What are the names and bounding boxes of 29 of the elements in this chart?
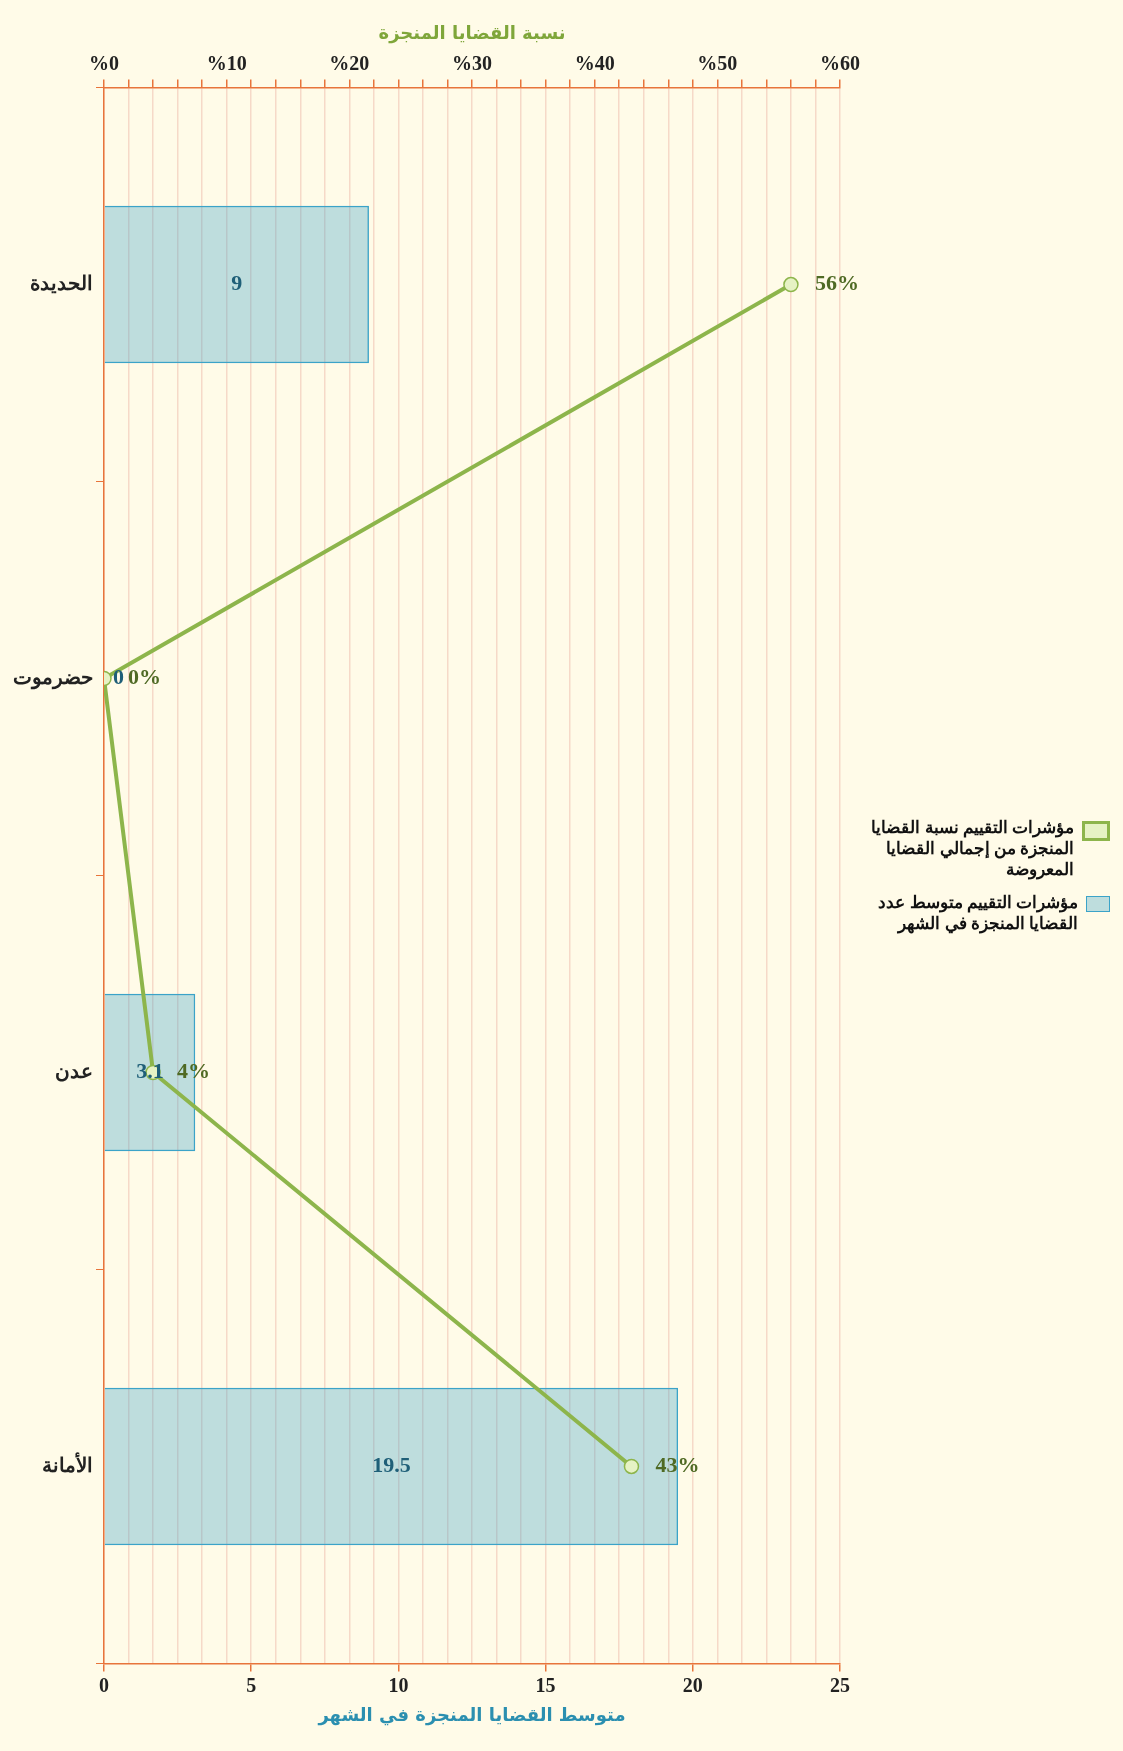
data-label: 0% <box>128 664 161 690</box>
x2-tick-label: %50 <box>697 51 738 74</box>
x-axis-title: متوسط القضايا المنجزة في الشهر <box>317 1703 626 1726</box>
y-tick-label: حضرموت <box>13 665 93 690</box>
x2-axis-title: نسبة القضايا المنجزة <box>378 22 566 45</box>
x-tick-label: 15 <box>535 1673 556 1696</box>
x-tick-label: 20 <box>682 1673 703 1696</box>
x2-tick-label: %10 <box>206 51 247 74</box>
x-tick-label: 0 <box>99 1673 109 1696</box>
x2-tick-label: %20 <box>329 51 370 74</box>
legend-label: مؤشرات التقييم نسبة القضايا المنجزة من إجمالي القضايا المعروضة <box>870 817 1074 880</box>
legend-label: مؤشرات التقييم متوسط عدد القضايا المنجزة في الشهر <box>877 892 1078 934</box>
data-label: 56% <box>814 270 859 296</box>
y-tick-label: الأمانة <box>42 1451 93 1476</box>
bar <box>104 205 369 364</box>
point <box>623 1458 640 1475</box>
data-label: 0 <box>113 664 124 690</box>
x-tick-label: 25 <box>830 1673 850 1696</box>
x2-tick-label: %0 <box>89 51 119 74</box>
data-label: 19.5 <box>372 1452 411 1478</box>
x2-tick-label: %40 <box>574 51 615 74</box>
y-tick-label: عدن <box>55 1059 93 1082</box>
x2-tick-label: %60 <box>820 51 860 74</box>
x-tick-label: 10 <box>388 1673 409 1696</box>
data-label: 9 <box>231 270 243 296</box>
x-tick-label: 5 <box>246 1673 257 1696</box>
point <box>783 276 799 293</box>
x2-tick-label: %30 <box>452 51 492 74</box>
y-tick-label: الحديدة <box>30 271 93 294</box>
